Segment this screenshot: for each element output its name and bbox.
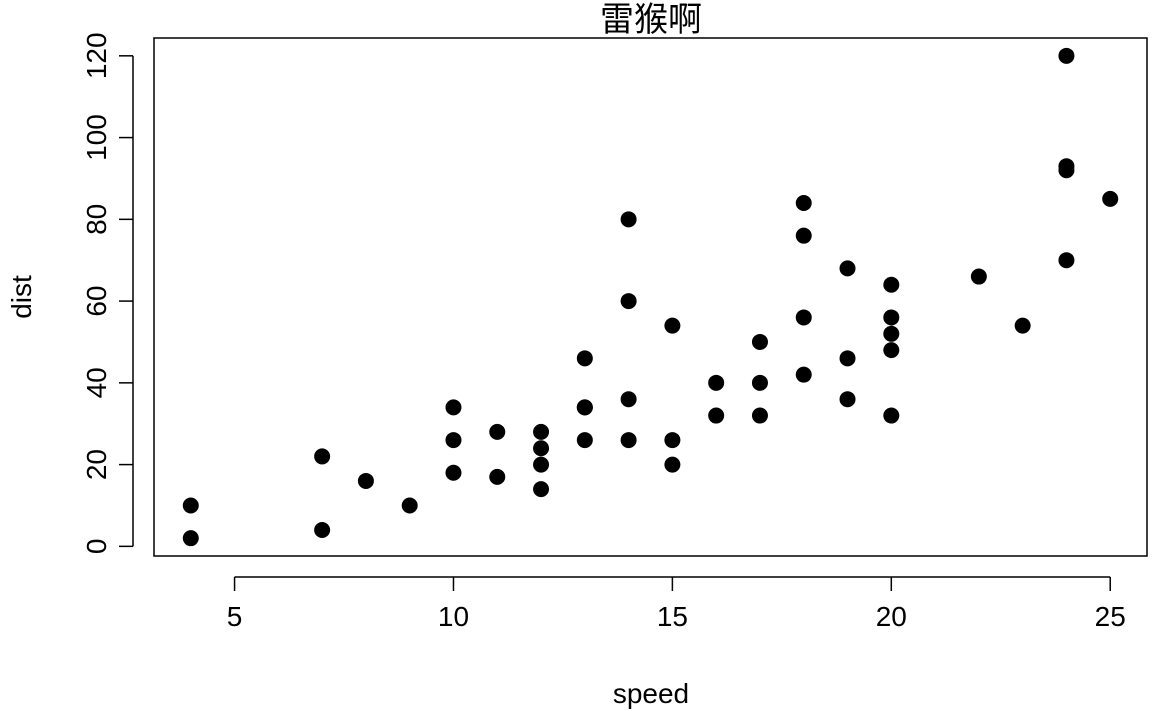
data-point [182,530,199,547]
data-point [533,481,550,498]
data-point [751,407,768,424]
data-point [839,350,856,367]
y-axis: 0 20 40 60 80 100 120 [81,32,134,555]
data-point [357,472,374,489]
data-points [182,47,1119,547]
x-tick-label: 10 [438,601,469,632]
data-point [620,432,637,449]
data-point [708,407,725,424]
data-point [489,423,506,440]
plot-frame [153,37,1148,557]
data-point [620,293,637,310]
data-point [883,407,900,424]
data-point [314,448,331,465]
data-point [751,374,768,391]
data-point [576,399,593,416]
data-point [664,432,681,449]
y-tick-label: 20 [81,449,112,480]
data-point [576,350,593,367]
data-point [795,366,812,383]
data-point [664,317,681,334]
data-point [401,497,418,514]
data-point [1058,158,1075,175]
data-point [533,423,550,440]
x-axis-label: speed [613,678,689,709]
data-point [620,391,637,408]
x-tick-label: 20 [876,601,907,632]
x-tick-label: 5 [227,601,243,632]
data-point [1014,317,1031,334]
x-tick-label: 15 [657,601,688,632]
data-point [182,497,199,514]
chart-title: 雷猴啊 [600,1,702,39]
data-point [795,227,812,244]
data-point [1058,252,1075,269]
data-point [839,391,856,408]
data-point [839,260,856,277]
data-point [883,276,900,293]
data-point [970,268,987,285]
data-point [708,374,725,391]
y-tick-label: 0 [81,539,112,555]
y-tick-label: 120 [81,32,112,79]
data-point [620,211,637,228]
x-axis: 5 10 15 20 25 [227,576,1126,632]
data-point [445,464,462,481]
x-tick-label: 25 [1095,601,1126,632]
data-point [576,432,593,449]
y-tick-label: 40 [81,367,112,398]
data-point [883,342,900,359]
y-axis-label: dist [6,275,37,319]
data-point [489,468,506,485]
data-point [751,333,768,350]
y-tick-label: 100 [81,114,112,161]
data-point [1102,190,1119,207]
y-tick-label: 80 [81,204,112,235]
data-point [1058,47,1075,64]
data-point [445,399,462,416]
data-point [314,522,331,539]
data-point [795,309,812,326]
data-point [883,325,900,342]
data-point [445,432,462,449]
data-point [795,194,812,211]
data-point [664,456,681,473]
data-point [883,309,900,326]
data-point [533,456,550,473]
data-point [533,440,550,457]
y-tick-label: 60 [81,286,112,317]
